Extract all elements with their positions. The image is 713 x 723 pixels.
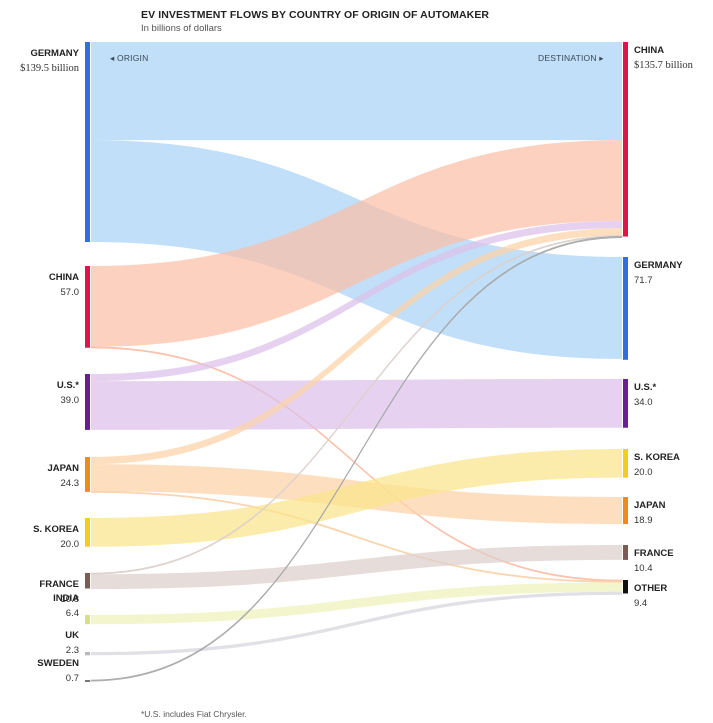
origin-value-skorea: 20.0 bbox=[61, 539, 80, 550]
flow-france-to-france bbox=[91, 545, 622, 590]
origin-node-skorea bbox=[85, 518, 90, 547]
destination-value-japan: 18.9 bbox=[634, 515, 653, 526]
origin-label-uk: UK bbox=[65, 630, 79, 641]
origin-node-uk bbox=[85, 652, 90, 656]
origin-label-japan: JAPAN bbox=[48, 463, 80, 474]
flow-japan-to-china bbox=[91, 228, 622, 465]
footnote: *U.S. includes Fiat Chrysler. bbox=[141, 709, 247, 719]
flow-china-to-china bbox=[91, 140, 622, 347]
origin-node-germany bbox=[85, 42, 90, 242]
destination-label-germany: GERMANY bbox=[634, 260, 683, 271]
destination-label-china: CHINA bbox=[634, 45, 664, 56]
chart-subtitle: In billions of dollars bbox=[141, 23, 222, 34]
flow-germany-to-china bbox=[91, 42, 622, 141]
destination-label-us: U.S.* bbox=[634, 382, 656, 393]
flow-sweden-to-china bbox=[90, 236, 623, 682]
destination-node-china bbox=[623, 42, 628, 237]
origin-label-germany: GERMANY bbox=[30, 48, 79, 59]
destination-node-japan bbox=[623, 497, 628, 525]
caret-left-icon: ◂ bbox=[110, 53, 115, 63]
origin-label-china: CHINA bbox=[49, 272, 79, 283]
caret-right-icon: ▸ bbox=[599, 53, 604, 63]
origin-value-japan: 24.3 bbox=[61, 478, 80, 489]
flow-skorea-to-skorea bbox=[91, 449, 622, 547]
origin-value-uk: 2.3 bbox=[66, 645, 79, 656]
destination-direction-label: DESTINATION ▸ bbox=[538, 53, 604, 63]
nodes-layer bbox=[85, 42, 628, 682]
origin-value-sweden: 0.7 bbox=[66, 673, 79, 684]
flows-layer bbox=[90, 42, 623, 682]
destination-label-skorea: S. KOREA bbox=[634, 452, 680, 463]
destination-label-france: FRANCE bbox=[634, 548, 674, 559]
origin-node-us bbox=[85, 374, 90, 430]
origin-node-japan bbox=[85, 457, 90, 492]
origin-label-us: U.S.* bbox=[57, 380, 79, 391]
destination-node-france bbox=[623, 545, 628, 560]
origin-value-france: 10.8 bbox=[61, 594, 80, 605]
destination-value-china: $135.7 billion bbox=[634, 60, 694, 71]
destination-node-skorea bbox=[623, 449, 628, 478]
flow-uk-to-other bbox=[91, 591, 622, 656]
destination-node-us bbox=[623, 379, 628, 428]
origin-direction-label: ◂ ORIGIN bbox=[110, 53, 149, 63]
origin-node-india bbox=[85, 615, 90, 625]
chart-title: EV INVESTMENT FLOWS BY COUNTRY OF ORIGIN… bbox=[141, 9, 490, 21]
origin-label-sweden: SWEDEN bbox=[37, 658, 79, 669]
destination-label-other: OTHER bbox=[634, 583, 667, 594]
origin-label-skorea: S. KOREA bbox=[33, 524, 79, 535]
flow-india-to-other bbox=[91, 582, 622, 625]
origin-node-china bbox=[85, 266, 90, 348]
destination-node-other bbox=[623, 580, 628, 594]
destination-label-japan: JAPAN bbox=[634, 500, 666, 511]
origin-label-india: INDIA bbox=[53, 593, 79, 604]
origin-value-germany: $139.5 billion bbox=[20, 63, 80, 74]
origin-value-india: 6.4 bbox=[66, 608, 79, 619]
destination-value-germany: 71.7 bbox=[634, 275, 653, 286]
origin-label-france: FRANCE bbox=[39, 579, 79, 590]
destination-node-germany bbox=[623, 257, 628, 360]
origin-node-sweden bbox=[85, 680, 90, 682]
destination-value-us: 34.0 bbox=[634, 397, 653, 408]
destination-value-skorea: 20.0 bbox=[634, 467, 653, 478]
origin-node-france bbox=[85, 573, 90, 589]
origin-value-us: 39.0 bbox=[61, 395, 80, 406]
labels-layer: GERMANY $139.5 billion CHINA 57.0 U.S.* 39.0 J… bbox=[20, 45, 694, 684]
flow-us-to-china bbox=[91, 220, 622, 382]
origin-value-china: 57.0 bbox=[61, 287, 80, 298]
destination-value-other: 9.4 bbox=[634, 598, 647, 609]
destination-value-france: 10.4 bbox=[634, 563, 653, 574]
